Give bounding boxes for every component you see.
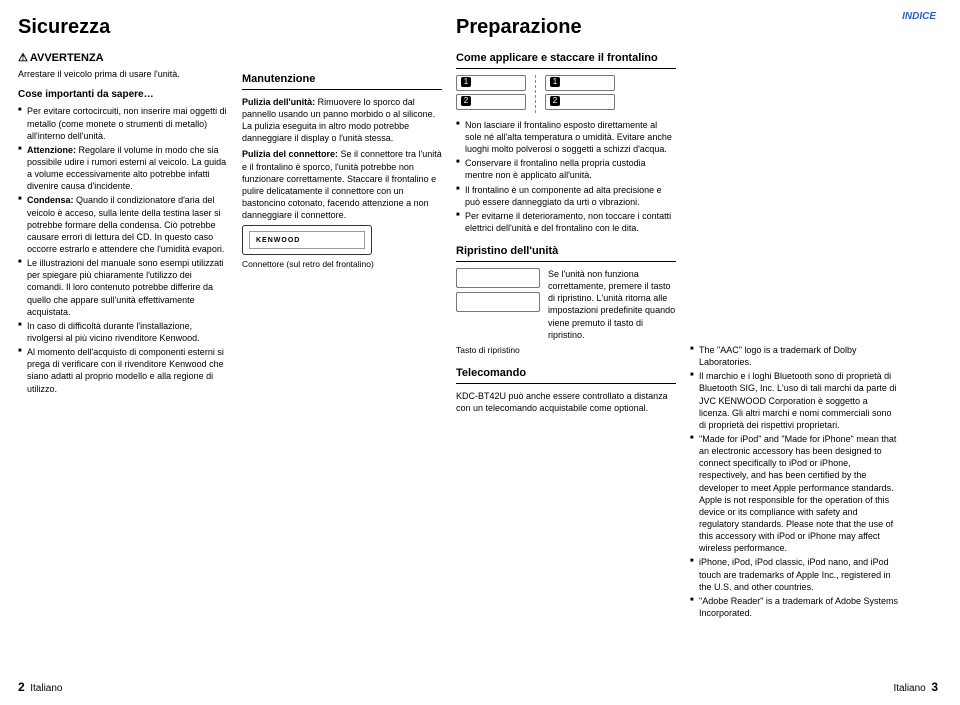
maint-p1: Pulizia dell'unità: Rimuovere lo sporco …	[242, 96, 442, 145]
warning-text: Arrestare il veicolo prima di usare l'un…	[18, 68, 228, 80]
list-item: "Made for iPod" and "Made for iPhone" me…	[690, 433, 900, 554]
col-sicurezza: Sicurezza ⚠AVVERTENZA Arrestare il veico…	[18, 14, 228, 621]
diagram-left: 1 2	[456, 75, 526, 113]
footer-lang-right: Italiano	[894, 683, 926, 694]
list-item: Per evitare cortocircuiti, non inserire …	[18, 105, 228, 141]
list-item: Attenzione: Regolare il volume in modo c…	[18, 144, 228, 193]
list-item: Condensa: Quando il condizionatore d'ari…	[18, 194, 228, 255]
step-1-badge: 1	[550, 77, 560, 87]
list-item: Il frontalino è un componente ad alta pr…	[456, 184, 676, 208]
connector-brand: KENWOOD	[249, 231, 365, 249]
footer-right: Italiano 3	[894, 679, 939, 696]
frontalino-diagram: 1 2 1 2	[456, 75, 676, 113]
col-trademarks: The "AAC" logo is a trademark of Dolby L…	[690, 14, 900, 621]
step-2-badge: 2	[550, 96, 560, 106]
title-sicurezza: Sicurezza	[18, 14, 228, 41]
heading-frontalino: Come applicare e staccare il frontalino	[456, 51, 676, 69]
reset-diagram	[456, 268, 540, 316]
list-item: iPhone, iPod, iPod classic, iPod nano, a…	[690, 556, 900, 592]
index-link[interactable]: INDICE	[902, 10, 936, 24]
maint-p2: Pulizia del connettore: Se il connettore…	[242, 148, 442, 221]
warning-heading: ⚠AVVERTENZA	[18, 51, 228, 66]
warning-icon: ⚠	[18, 51, 28, 66]
list-item: "Adobe Reader" is a trademark of Adobe S…	[690, 595, 900, 619]
heading-ripristino: Ripristino dell'unità	[456, 244, 676, 262]
footer-left: 2 Italiano	[18, 679, 63, 696]
reset-label: Tasto di ripristino	[456, 345, 676, 356]
list-item: Le illustrazioni del manuale sono esempi…	[18, 257, 228, 318]
list-item: Il marchio e i loghi Bluetooth sono di p…	[690, 370, 900, 431]
title-preparazione: Preparazione	[456, 14, 676, 41]
heading-manutenzione: Manutenzione	[242, 72, 442, 90]
col-preparazione: Preparazione Come applicare e staccare i…	[456, 14, 676, 621]
col-manutenzione: Manutenzione Pulizia dell'unità: Rimuove…	[242, 14, 442, 621]
step-2-badge: 2	[461, 96, 471, 106]
warning-label: AVVERTENZA	[30, 52, 104, 64]
reset-diagram-row: Se l'unità non funziona correttamente, p…	[456, 268, 676, 341]
list-item: Non lasciare il frontalino esposto diret…	[456, 119, 676, 155]
footer-lang-left: Italiano	[30, 683, 62, 694]
list-item: Conservare il frontalino nella propria c…	[456, 157, 676, 181]
telecomando-text: KDC-BT42U può anche essere controllato a…	[456, 390, 676, 414]
diagram-right: 1 2	[545, 75, 615, 113]
page-num-right: 3	[931, 680, 938, 694]
list-item: Al momento dell'acquisto di componenti e…	[18, 346, 228, 395]
trademark-list: The "AAC" logo is a trademark of Dolby L…	[690, 344, 900, 619]
list-item: Per evitarne il deterioramento, non tocc…	[456, 210, 676, 234]
diagram-divider	[535, 75, 536, 113]
sicurezza-list: Per evitare cortocircuiti, non inserire …	[18, 105, 228, 394]
page-num-left: 2	[18, 680, 25, 694]
subheading-important: Cose importanti da sapere…	[18, 88, 228, 102]
reset-text: Se l'unità non funziona correttamente, p…	[548, 268, 676, 341]
frontalino-list: Non lasciare il frontalino esposto diret…	[456, 119, 676, 234]
page-columns: Sicurezza ⚠AVVERTENZA Arrestare il veico…	[18, 14, 938, 621]
list-item: The "AAC" logo is a trademark of Dolby L…	[690, 344, 900, 368]
connector-diagram: KENWOOD	[242, 225, 372, 255]
connector-caption: Connettore (sul retro del frontalino)	[242, 259, 442, 270]
list-item: In caso di difficoltà durante l'installa…	[18, 320, 228, 344]
step-1-badge: 1	[461, 77, 471, 87]
heading-telecomando: Telecomando	[456, 366, 676, 384]
